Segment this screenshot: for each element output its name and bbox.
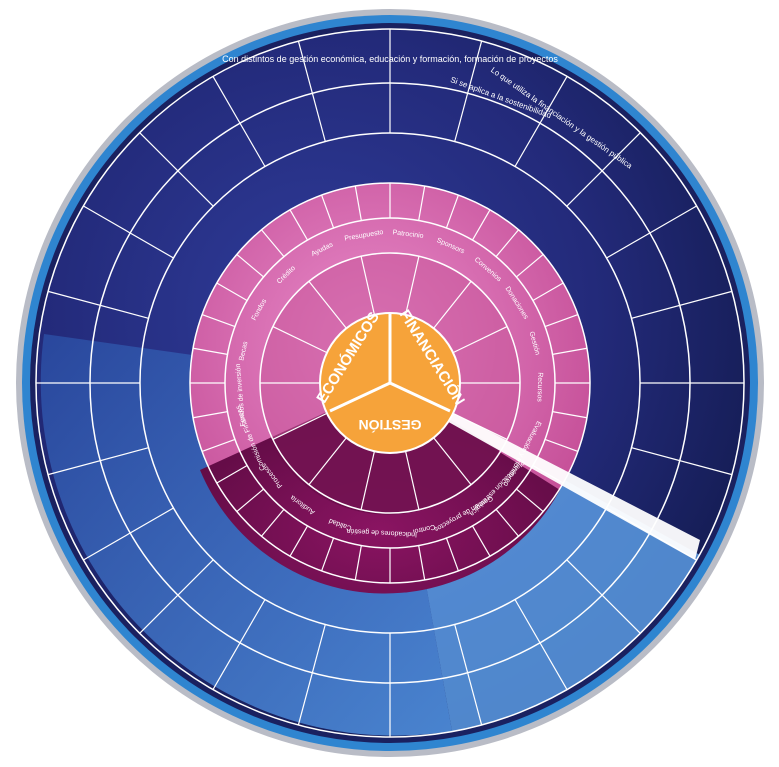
pink-divider xyxy=(260,509,285,537)
pink-divider xyxy=(289,209,309,241)
outer-divider xyxy=(212,76,266,167)
outer-divider xyxy=(83,205,174,259)
inner-divider xyxy=(452,326,508,354)
radial-separators xyxy=(36,29,744,737)
pink-divider xyxy=(544,438,579,452)
pink-divider xyxy=(516,253,544,278)
pink-divider xyxy=(445,194,459,229)
outer-divider xyxy=(631,290,733,319)
pink-divider xyxy=(201,314,236,328)
outer-divider xyxy=(83,507,174,561)
pink-divider xyxy=(532,282,564,302)
outer-divider xyxy=(139,132,214,207)
inner-divider xyxy=(308,437,347,486)
pink-divider xyxy=(236,488,264,513)
pink-divider xyxy=(201,438,236,452)
inner-divider xyxy=(433,437,472,486)
inner-divider xyxy=(308,280,347,329)
inner-divider xyxy=(272,412,328,440)
pink-divider xyxy=(192,347,228,355)
outer-divider xyxy=(566,559,641,634)
pink-divider xyxy=(236,253,264,278)
outer-divider xyxy=(514,76,568,167)
outer-divider xyxy=(47,447,149,476)
outer-text-top: Con distintos de gestión económica, educ… xyxy=(222,54,558,64)
center-dividers xyxy=(329,313,451,413)
inner-divider xyxy=(360,451,376,510)
outer-divider xyxy=(454,40,483,142)
pink-divider xyxy=(216,282,248,302)
inner-divider xyxy=(360,256,376,315)
pink-divider xyxy=(471,209,491,241)
pink-ring-label: Becas xyxy=(238,340,249,361)
pink-divider xyxy=(552,411,588,419)
pink-ring-label: Recursos xyxy=(536,372,544,402)
pink-divider xyxy=(321,537,335,572)
outer-divider xyxy=(454,624,483,726)
pink-divider xyxy=(495,229,520,257)
pink-divider xyxy=(516,488,544,513)
pink-divider xyxy=(495,509,520,537)
outer-divider xyxy=(631,447,733,476)
outer-divider xyxy=(606,205,697,259)
pink-divider xyxy=(192,411,228,419)
inner-divider xyxy=(404,256,420,315)
inner-divider xyxy=(433,280,472,329)
pink-divider xyxy=(354,185,362,221)
outer-divider xyxy=(212,599,266,690)
pink-divider xyxy=(471,525,491,557)
pink-divider xyxy=(354,545,362,581)
pink-divider xyxy=(289,525,309,557)
center-label-gestion: GESTIÓN xyxy=(358,417,421,434)
outer-divider xyxy=(566,132,641,207)
outer-divider xyxy=(139,559,214,634)
pink-divider xyxy=(445,537,459,572)
outer-divider xyxy=(297,40,326,142)
pink-divider xyxy=(552,347,588,355)
pink-divider xyxy=(216,464,248,484)
pink-ring-label: Patrocinio xyxy=(392,229,424,240)
outer-divider xyxy=(514,599,568,690)
pink-divider xyxy=(260,229,285,257)
outer-divider xyxy=(47,290,149,319)
inner-divider xyxy=(404,451,420,510)
pink-divider xyxy=(418,545,426,581)
dark-ring-label: Indicadores de gestión xyxy=(346,527,417,538)
inner-divider xyxy=(272,326,328,354)
highlight-wedge xyxy=(436,406,700,560)
pink-divider xyxy=(418,185,426,221)
pink-divider xyxy=(544,314,579,328)
pink-divider xyxy=(321,194,335,229)
outer-divider xyxy=(297,624,326,726)
